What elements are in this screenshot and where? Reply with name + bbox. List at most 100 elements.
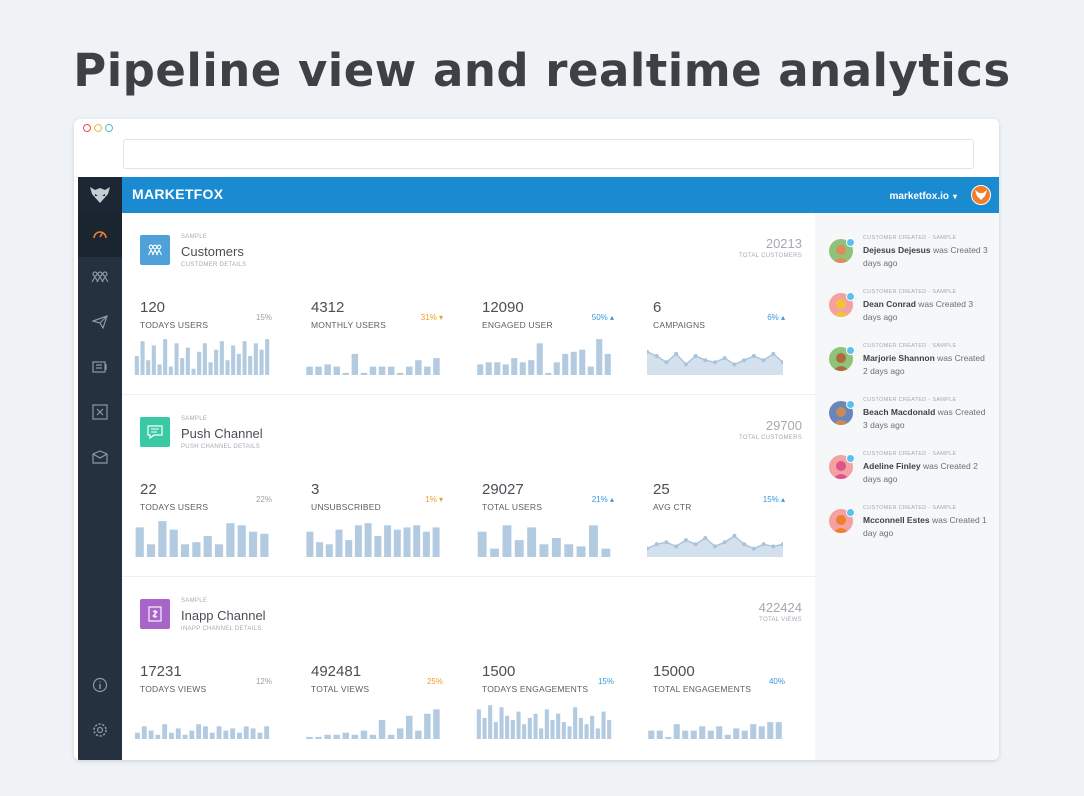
- chart-bar: [422, 531, 430, 557]
- sidebar-item-customers[interactable]: [78, 257, 122, 301]
- fox-logo-icon[interactable]: [78, 177, 122, 213]
- chart-bar: [682, 730, 689, 739]
- chart-bar: [324, 734, 331, 739]
- chart-bar: [140, 341, 145, 375]
- metric-label: TOTAL ENGAGEMENTS: [653, 684, 752, 694]
- chart-bar: [522, 724, 527, 739]
- section-title[interactable]: Inapp Channel: [181, 608, 266, 623]
- metric-card[interactable]: 1500 TODAYS ENGAGEMENTS 15%: [464, 663, 624, 759]
- sparkline-chart: [648, 722, 782, 739]
- feed-item[interactable]: CUSTOMER CREATED - SAMPLE Marjorie Shanno…: [829, 343, 999, 397]
- push-message-icon[interactable]: [140, 417, 170, 447]
- inapp-dollar-icon[interactable]: [140, 599, 170, 629]
- address-bar[interactable]: [123, 139, 974, 169]
- metric-value: 17231: [140, 663, 182, 680]
- metric-card[interactable]: 25 AVG CTR 15% ▴: [635, 481, 795, 577]
- chart-bar: [335, 529, 343, 557]
- chart-bar: [174, 343, 179, 375]
- chart-point: [781, 360, 783, 365]
- sparkline-chart: [647, 349, 783, 375]
- chart-bar: [231, 345, 236, 375]
- sparkline-chart: [477, 339, 611, 375]
- chart-bar: [182, 734, 188, 739]
- chart-bar: [169, 732, 174, 739]
- metric-card[interactable]: 3 UNSUBSCRIBED 1% ▾: [293, 481, 453, 577]
- sidebar-item-campaigns[interactable]: [78, 302, 122, 346]
- chart-point: [654, 542, 659, 547]
- section-sample-label: SAMPLE: [181, 598, 208, 604]
- metric-card[interactable]: 29027 TOTAL USERS 21% ▴: [464, 481, 624, 577]
- sparkline-chart: [134, 339, 270, 375]
- chart-bar: [209, 732, 215, 739]
- user-avatar[interactable]: [971, 185, 991, 205]
- metric-card[interactable]: 120 TODAYS USERS 15%: [122, 299, 282, 395]
- metric-card[interactable]: 15000 TOTAL ENGAGEMENTS 40%: [635, 663, 795, 759]
- sidebar-item-inbox[interactable]: [78, 437, 122, 481]
- section-subtitle: CUSTOMER DETAILS: [181, 262, 247, 268]
- customers-icon[interactable]: [140, 235, 170, 265]
- metric-change: 15% ▴: [762, 495, 785, 504]
- sidebar-item-settings[interactable]: [78, 710, 122, 754]
- feed-item[interactable]: CUSTOMER CREATED - SAMPLE Beach Macdonald…: [829, 397, 999, 451]
- top-bar: MARKETFOX marketfox.io ▾: [122, 177, 999, 213]
- customer-name[interactable]: Beach Macdonald: [863, 407, 936, 417]
- metric-value: 15000: [653, 663, 695, 680]
- section-subtitle: PUSH CHANNEL DETAILS: [181, 444, 261, 450]
- chart-bar: [345, 540, 353, 557]
- sidebar-item-dashboard[interactable]: [78, 213, 122, 257]
- sidebar-item-push[interactable]: [78, 347, 122, 391]
- sparkline-chart: [647, 533, 783, 557]
- feed-item[interactable]: CUSTOMER CREATED - SAMPLE Adeline Finley …: [829, 451, 999, 505]
- section-title[interactable]: Customers: [181, 244, 244, 259]
- metric-card[interactable]: 12090 ENGAGED USER 50% ▴: [464, 299, 624, 395]
- metric-card[interactable]: 6 CAMPAIGNS 6% ▴: [635, 299, 795, 395]
- chart-point: [771, 544, 776, 549]
- section-push-channel: SAMPLE Push Channel PUSH CHANNEL DETAILS 29…: [122, 395, 815, 577]
- metric-card[interactable]: 4312 MONTHLY USERS 31% ▾: [293, 299, 453, 395]
- chart-bar: [673, 724, 680, 739]
- metric-change: 50% ▴: [591, 313, 614, 322]
- chart-point: [703, 358, 708, 363]
- section-customers: SAMPLE Customers CUSTOMER DETAILS 20213 TOTA…: [122, 213, 815, 395]
- section-title[interactable]: Push Channel: [181, 426, 263, 441]
- customer-name[interactable]: Dejesus Dejesus: [863, 245, 931, 255]
- minimize-dot[interactable]: [94, 124, 102, 132]
- chart-bar: [596, 339, 603, 375]
- chart-bar: [225, 360, 230, 375]
- customer-name[interactable]: Marjorie Shannon: [863, 353, 935, 363]
- close-dot[interactable]: [83, 124, 91, 132]
- chart-point: [664, 360, 669, 365]
- chart-bar: [699, 726, 706, 739]
- chart-bar: [237, 525, 246, 557]
- account-menu[interactable]: marketfox.io ▾: [890, 191, 957, 202]
- chart-bar: [369, 366, 377, 375]
- chart-bar: [767, 722, 774, 739]
- chart-bar: [135, 527, 144, 557]
- notification-badge: [846, 508, 855, 517]
- chart-bar: [354, 525, 362, 557]
- customer-name[interactable]: Dean Conrad: [863, 299, 916, 309]
- notification-badge: [846, 400, 855, 409]
- sidebar-item-inapp[interactable]: [78, 392, 122, 436]
- chart-bar: [360, 730, 368, 739]
- chart-bar: [415, 730, 422, 739]
- feed-item[interactable]: CUSTOMER CREATED - SAMPLE Mcconnell Estes…: [829, 505, 999, 559]
- chart-bar: [214, 544, 224, 557]
- feed-text: Beach Macdonald was Created 3 days ago: [863, 406, 991, 432]
- customer-name[interactable]: Mcconnell Estes: [863, 515, 930, 525]
- chart-bar: [424, 713, 431, 739]
- chart-bar: [539, 544, 549, 557]
- metric-card[interactable]: 492481 TOTAL VIEWS 25%: [293, 663, 453, 759]
- sidebar-item-info[interactable]: [78, 665, 122, 709]
- metric-card[interactable]: 17231 TODAYS VIEWS 12%: [122, 663, 282, 759]
- metric-card[interactable]: 22 TODAYS USERS 22%: [122, 481, 282, 577]
- section-subtitle: INAPP CHANNEL DETAILS: [181, 626, 262, 632]
- chart-bar: [180, 358, 185, 375]
- chart-point: [751, 354, 756, 358]
- customer-name[interactable]: Adeline Finley: [863, 461, 921, 471]
- chart-bar: [374, 535, 382, 557]
- maximize-dot[interactable]: [105, 124, 113, 132]
- feed-item[interactable]: CUSTOMER CREATED - SAMPLE Dejesus Dejesus…: [829, 235, 999, 289]
- sparkline-chart: [135, 724, 270, 739]
- feed-item[interactable]: CUSTOMER CREATED - SAMPLE Dean Conrad was…: [829, 289, 999, 343]
